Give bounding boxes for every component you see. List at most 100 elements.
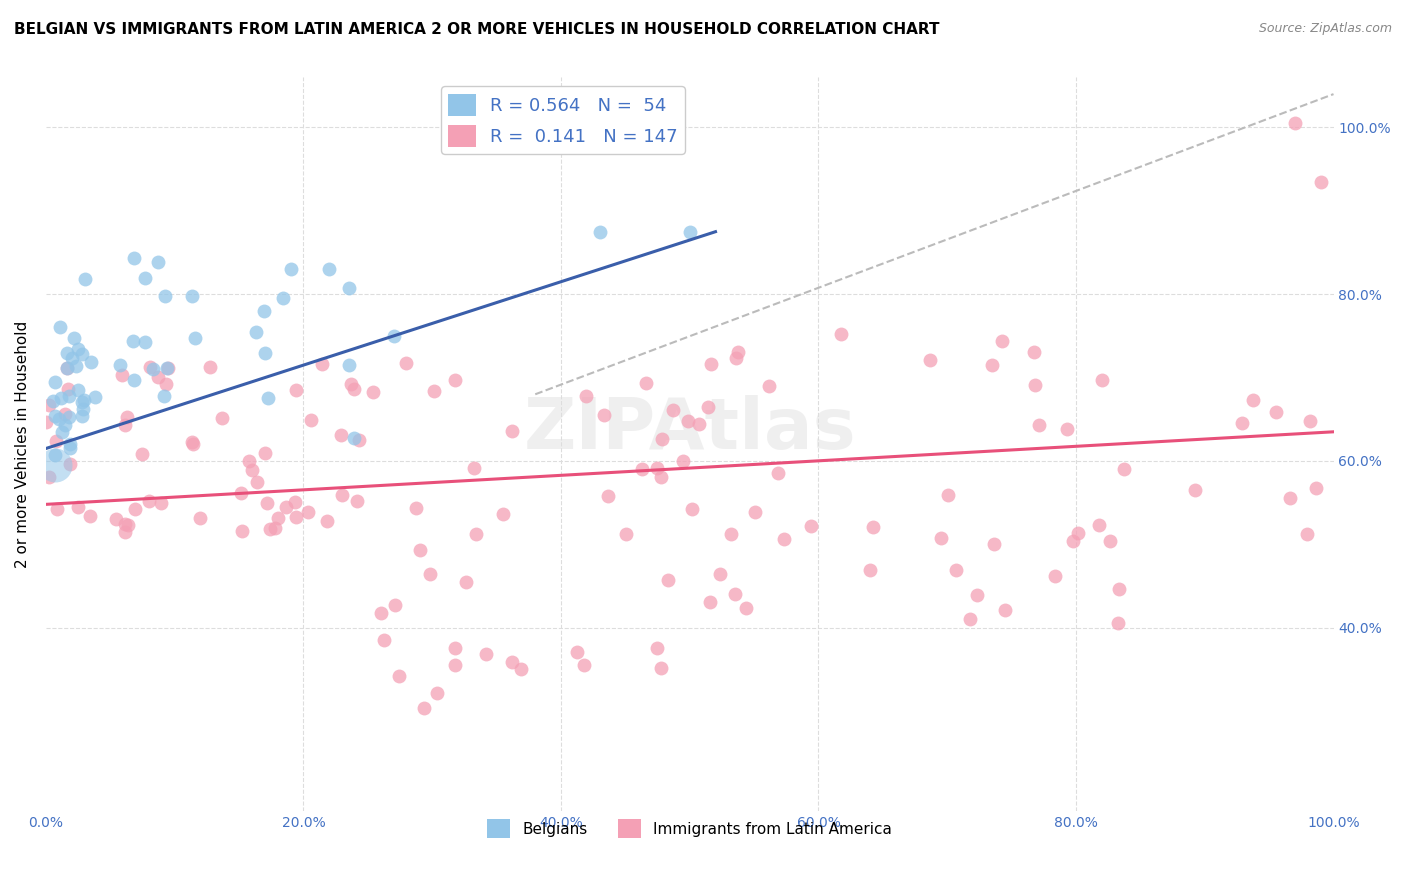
- Point: [142, 362, 165, 376]
- Point: [1091, 373, 1114, 387]
- Point: [146, 369, 169, 384]
- Point: [44, 409, 66, 423]
- Point: [58, 409, 80, 424]
- Point: [734, 600, 756, 615]
- Point: [966, 588, 988, 602]
- Point: [501, 655, 523, 669]
- Point: [124, 501, 146, 516]
- Point: [1108, 582, 1130, 596]
- Y-axis label: 2 or more Vehicles in Household: 2 or more Vehicles in Household: [15, 321, 30, 568]
- Point: [575, 389, 598, 403]
- Point: [419, 566, 441, 581]
- Point: [285, 509, 308, 524]
- Point: [59, 457, 82, 471]
- Point: [110, 358, 132, 372]
- Point: [70, 395, 93, 409]
- Point: [679, 225, 702, 239]
- Point: [596, 489, 619, 503]
- Point: [67, 343, 90, 357]
- Point: [211, 411, 233, 425]
- Point: [474, 647, 496, 661]
- Point: [1067, 526, 1090, 541]
- Point: [138, 494, 160, 508]
- Point: [45, 434, 67, 448]
- Point: [501, 424, 523, 438]
- Point: [862, 520, 884, 534]
- Point: [1062, 534, 1084, 549]
- Point: [800, 518, 823, 533]
- Point: [758, 378, 780, 392]
- Point: [709, 566, 731, 581]
- Point: [647, 461, 669, 475]
- Point: [1022, 345, 1045, 359]
- Point: [155, 376, 177, 391]
- Point: [79, 509, 101, 524]
- Point: [651, 432, 673, 446]
- Point: [51, 425, 73, 439]
- Point: [198, 359, 221, 374]
- Point: [337, 281, 360, 295]
- Point: [444, 658, 467, 673]
- Point: [405, 500, 427, 515]
- Point: [395, 356, 418, 370]
- Point: [492, 507, 515, 521]
- Point: [134, 270, 156, 285]
- Point: [53, 418, 76, 433]
- Point: [157, 360, 180, 375]
- Point: [259, 522, 281, 536]
- Point: [650, 661, 672, 675]
- Point: [264, 521, 287, 535]
- Point: [150, 496, 173, 510]
- Point: [696, 401, 718, 415]
- Point: [340, 377, 363, 392]
- Point: [70, 347, 93, 361]
- Point: [1278, 491, 1301, 505]
- Point: [444, 373, 467, 387]
- Point: [46, 502, 69, 516]
- Point: [316, 514, 339, 528]
- Point: [59, 436, 82, 450]
- Point: [65, 359, 87, 373]
- Point: [49, 319, 72, 334]
- Point: [773, 532, 796, 546]
- Point: [63, 331, 86, 345]
- Point: [426, 685, 449, 699]
- Point: [370, 606, 392, 620]
- Point: [131, 447, 153, 461]
- Point: [1241, 392, 1264, 407]
- Point: [859, 563, 882, 577]
- Point: [574, 657, 596, 672]
- Point: [299, 412, 322, 426]
- Point: [181, 435, 204, 450]
- Point: [1305, 481, 1327, 495]
- Point: [657, 573, 679, 587]
- Point: [830, 327, 852, 342]
- Point: [122, 373, 145, 387]
- Point: [44, 375, 66, 389]
- Point: [593, 409, 616, 423]
- Point: [245, 325, 267, 339]
- Point: [724, 587, 747, 601]
- Point: [959, 611, 981, 625]
- Point: [35, 415, 58, 429]
- Point: [720, 526, 742, 541]
- Point: [114, 517, 136, 532]
- Point: [42, 394, 65, 409]
- Text: ZIPAtlas: ZIPAtlas: [523, 395, 856, 464]
- Point: [273, 291, 295, 305]
- Point: [253, 446, 276, 460]
- Point: [117, 517, 139, 532]
- Point: [66, 384, 89, 398]
- Point: [373, 633, 395, 648]
- Point: [346, 493, 368, 508]
- Point: [727, 344, 749, 359]
- Text: BELGIAN VS IMMIGRANTS FROM LATIN AMERICA 2 OR MORE VEHICLES IN HOUSEHOLD CORRELA: BELGIAN VS IMMIGRANTS FROM LATIN AMERICA…: [14, 22, 939, 37]
- Point: [280, 262, 302, 277]
- Point: [297, 505, 319, 519]
- Point: [311, 357, 333, 371]
- Point: [146, 254, 169, 268]
- Point: [1087, 518, 1109, 533]
- Point: [105, 512, 128, 526]
- Point: [981, 359, 1004, 373]
- Point: [80, 355, 103, 369]
